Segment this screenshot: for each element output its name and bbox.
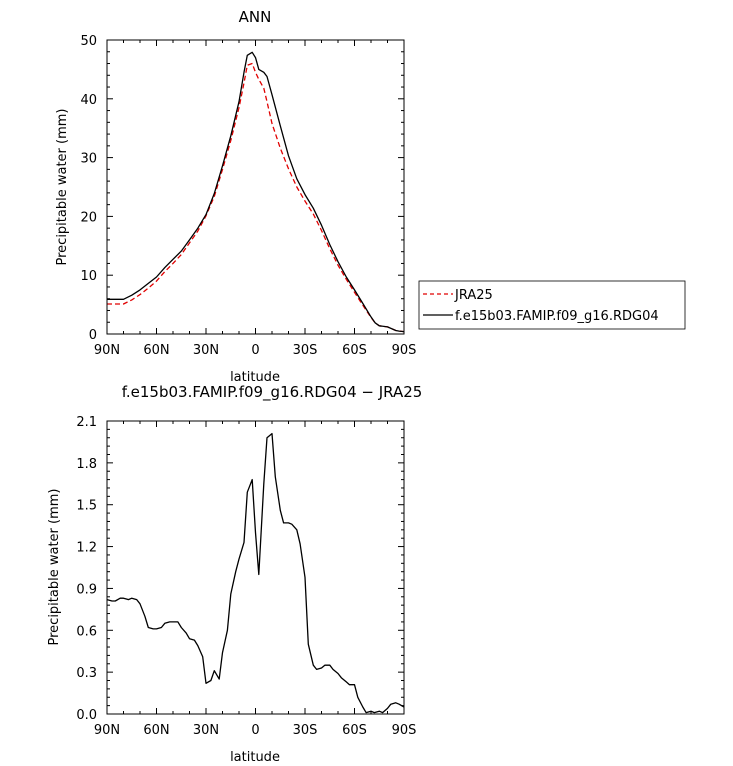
bottom-y-tick-label: 1.2 [76,541,97,556]
bottom-x-tick-label: 90N [94,723,120,738]
top-x-tick-label: 30N [193,343,219,358]
legend-label-model: f.e15b03.FAMIP.f09_g16.RDG04 [455,309,659,324]
top-series-line-1 [107,51,405,333]
bottom-x-tick-label: 0 [251,723,259,738]
top-chart-title: ANN [239,8,272,26]
bottom-x-tick-label: 30S [293,723,318,738]
top-series-group [107,51,405,333]
top-panel: ANN latitude Precipitable water (mm) 90N… [55,8,416,385]
bottom-x-tick-label: 60S [342,723,367,738]
top-x-axis-label: latitude [230,370,280,385]
top-x-tick-label: 30S [293,343,318,358]
legend: JRA25 f.e15b03.FAMIP.f09_g16.RDG04 [418,280,686,330]
legend-label-jra25: JRA25 [454,288,493,303]
bottom-y-tick-label: 0.6 [76,624,97,639]
top-y-tick-label: 10 [80,269,97,284]
top-x-tick-label: 90S [392,343,417,358]
bottom-x-tick-label: 60N [143,723,169,738]
top-y-tick-label: 0 [89,328,97,343]
bottom-ticks-group: 90N 60N 30N 0 30S 60S 90S 0.0 0.3 0.6 0.9 1.2 1.5 1.8… [76,415,416,738]
top-x-tick-label: 90N [94,343,120,358]
top-plot-frame [106,39,405,335]
bottom-y-tick-label: 0.0 [76,708,97,723]
bottom-x-axis-label: latitude [230,750,280,765]
top-y-tick-label: 40 [80,93,97,108]
bottom-x-tick-label: 90S [392,723,417,738]
bottom-y-axis-label: Precipitable water (mm) [47,489,62,646]
bottom-y-tick-label: 0.9 [76,582,97,597]
top-x-tick-label: 0 [251,343,259,358]
bottom-chart-title: f.e15b03.FAMIP.f09_g16.RDG04 − JRA25 [122,383,423,402]
bottom-series-group [106,432,405,714]
top-series-line-0 [107,62,405,333]
top-y-tick-label: 50 [80,34,97,49]
top-x-tick-label: 60S [342,343,367,358]
bottom-series-line-0 [106,432,405,714]
bottom-plot-frame [106,420,405,715]
bottom-y-tick-label: 0.3 [76,666,97,681]
bottom-x-tick-label: 30N [193,723,219,738]
bottom-panel: f.e15b03.FAMIP.f09_g16.RDG04 − JRA25 lat… [47,383,422,765]
top-y-tick-label: 20 [80,210,97,225]
bottom-y-tick-label: 2.1 [76,415,97,430]
top-y-axis-label: Precipitable water (mm) [55,109,70,266]
bottom-y-tick-label: 1.8 [76,457,97,472]
top-y-tick-label: 30 [80,152,97,167]
top-x-tick-label: 60N [143,343,169,358]
bottom-y-tick-label: 1.5 [76,499,97,514]
legend-box [418,280,686,330]
